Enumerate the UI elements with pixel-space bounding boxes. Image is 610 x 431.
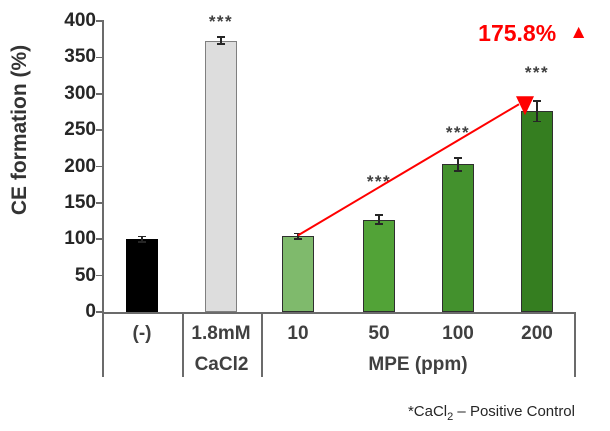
footnote-subscript: 2 bbox=[447, 411, 454, 423]
bar-mpe-10-ppm bbox=[282, 236, 314, 312]
error-bar-cap-bottom bbox=[217, 43, 225, 46]
x-group-label-mpe: MPE (ppm) bbox=[368, 354, 468, 375]
increase-annotation: 175.8% ▲ bbox=[478, 21, 588, 45]
bar-mpe-100-ppm bbox=[442, 164, 474, 312]
y-tickmark bbox=[96, 202, 102, 204]
error-bar-stem bbox=[457, 157, 459, 171]
x-tick-label: 100 bbox=[442, 323, 474, 344]
error-bar-cap-bottom bbox=[533, 120, 541, 123]
x-tick-label: 200 bbox=[521, 323, 553, 344]
y-tickmark bbox=[96, 92, 102, 95]
error-bar-cap-bottom bbox=[375, 223, 383, 225]
y-tick-label: 50 bbox=[74, 264, 96, 286]
y-tick-label: 400 bbox=[64, 10, 96, 31]
x-group-label-cacl2: CaCl2 bbox=[194, 354, 249, 375]
y-tick-label: 200 bbox=[64, 155, 96, 177]
footnote: *CaCl2 – Positive Control bbox=[408, 402, 575, 427]
y-axis-line bbox=[102, 20, 104, 377]
error-bar-cap-bottom bbox=[138, 241, 146, 243]
y-tick-label: 0 bbox=[85, 301, 96, 322]
bar-- bbox=[126, 239, 158, 312]
bar-mpe-50-ppm bbox=[363, 219, 395, 312]
significance-stars: *** bbox=[366, 172, 392, 191]
error-bar-cap-top bbox=[217, 36, 225, 38]
significance-stars: *** bbox=[208, 12, 234, 31]
x-tick-label: 50 bbox=[368, 323, 390, 344]
bar-cacl2-1-8mm bbox=[205, 40, 237, 312]
y-tickmark bbox=[96, 165, 102, 168]
error-bar-stem bbox=[297, 233, 299, 240]
error-bar-stem bbox=[220, 37, 222, 45]
y-tickmark bbox=[96, 20, 102, 22]
error-bar-cap-top bbox=[454, 156, 462, 159]
significance-stars: *** bbox=[445, 123, 471, 142]
error-bar-cap-bottom bbox=[294, 238, 302, 241]
x-tick-label: (-) bbox=[132, 323, 152, 344]
x-group-right-border bbox=[574, 312, 576, 377]
bar-mpe-200-ppm bbox=[521, 111, 553, 312]
x-group-divider-1 bbox=[182, 312, 184, 377]
error-bar-cap-top bbox=[294, 232, 302, 235]
footnote-post: – Positive Control bbox=[453, 403, 575, 420]
y-tick-label: 300 bbox=[64, 82, 96, 104]
significance-stars: *** bbox=[524, 63, 550, 82]
y-tickmark bbox=[96, 274, 102, 277]
y-tickmark bbox=[96, 238, 102, 241]
error-bar-cap-top bbox=[375, 214, 383, 217]
y-tickmark bbox=[96, 311, 102, 313]
y-tick-label: 350 bbox=[64, 46, 96, 68]
y-tick-label: 150 bbox=[64, 191, 96, 213]
y-tickmark bbox=[96, 129, 102, 131]
error-bar-stem bbox=[141, 236, 143, 243]
y-tickmark bbox=[96, 56, 102, 59]
x-group-divider-2 bbox=[261, 312, 263, 377]
error-bar-stem bbox=[536, 101, 538, 122]
error-bar-cap-top bbox=[138, 235, 146, 238]
error-bar-cap-bottom bbox=[454, 170, 462, 172]
y-tick-label: 100 bbox=[64, 228, 96, 250]
x-tick-label: 1.8mM bbox=[191, 323, 251, 344]
up-triangle-icon: ▲ bbox=[569, 22, 588, 43]
x-axis-line bbox=[102, 312, 575, 314]
x-tick-label: 10 bbox=[287, 323, 309, 344]
error-bar-cap-top bbox=[533, 100, 541, 102]
increase-percent-label: 175.8% bbox=[478, 20, 557, 46]
y-tick-label: 250 bbox=[64, 119, 96, 141]
footnote-pre: *CaCl bbox=[407, 403, 448, 420]
